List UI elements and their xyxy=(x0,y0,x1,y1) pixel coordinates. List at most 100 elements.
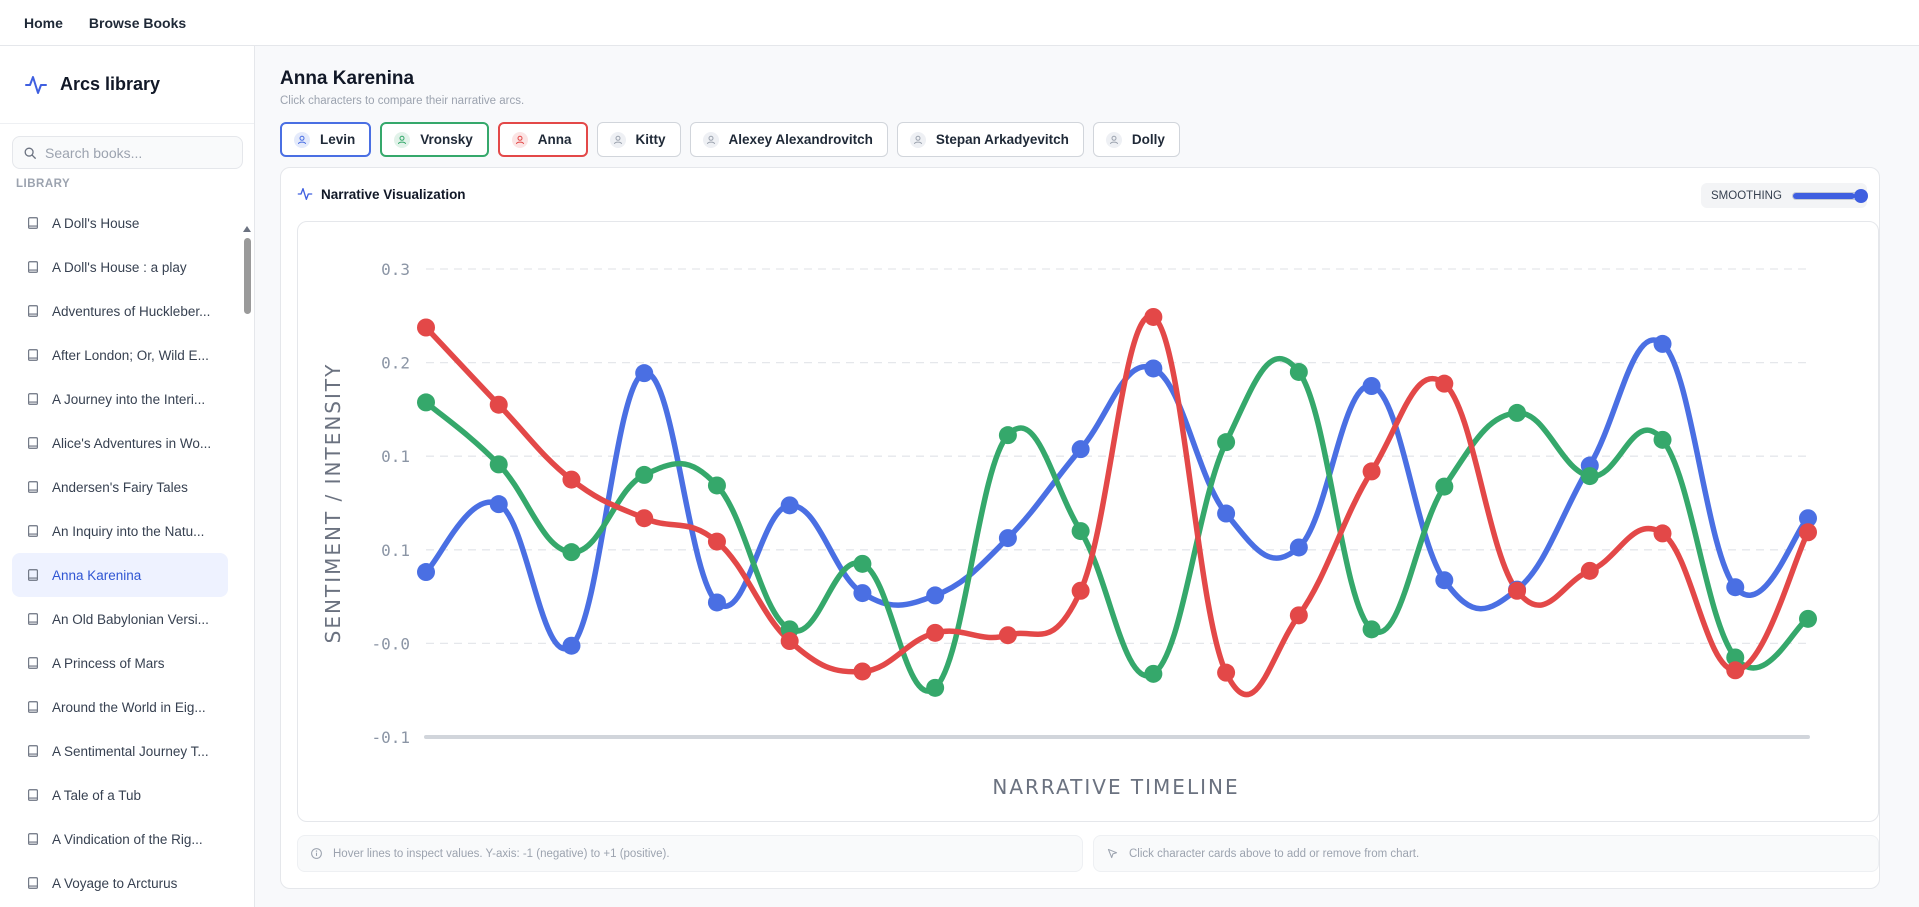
book-item[interactable]: An Old Babylonian Versi... xyxy=(12,597,228,641)
data-point-vronsky[interactable] xyxy=(1653,430,1672,449)
data-point-vronsky[interactable] xyxy=(1726,648,1745,667)
book-title: A Sentimental Journey T... xyxy=(52,743,209,759)
character-chip-anna[interactable]: Anna xyxy=(497,122,588,157)
data-point-anna[interactable] xyxy=(707,532,726,551)
character-chip-kitty[interactable]: Kitty xyxy=(596,122,681,157)
nav-home-link[interactable]: Home xyxy=(24,14,63,31)
scroll-thumb[interactable] xyxy=(244,238,251,314)
data-point-anna[interactable] xyxy=(635,509,654,528)
book-item[interactable]: Alice's Adventures in Wo... xyxy=(12,421,228,465)
character-chip-stepan-arkadyevitch[interactable]: Stepan Arkadyevitch xyxy=(896,122,1084,157)
data-point-vronsky[interactable] xyxy=(1289,362,1308,381)
smoothing-slider-fill xyxy=(1792,192,1856,199)
book-item[interactable]: A Vindication of the Rig... xyxy=(12,817,228,861)
data-point-vronsky[interactable] xyxy=(998,426,1017,445)
data-point-levin[interactable] xyxy=(635,364,654,383)
data-point-anna[interactable] xyxy=(1435,374,1454,393)
data-point-levin[interactable] xyxy=(1362,377,1381,395)
data-point-vronsky[interactable] xyxy=(417,393,435,412)
data-point-anna[interactable] xyxy=(926,623,945,642)
data-point-levin[interactable] xyxy=(1217,504,1236,523)
data-point-anna[interactable] xyxy=(1726,661,1745,680)
book-title: After London; Or, Wild E... xyxy=(52,347,209,363)
scroll-up-arrow[interactable] xyxy=(243,226,251,232)
data-point-anna[interactable] xyxy=(853,662,872,681)
character-chip-dolly[interactable]: Dolly xyxy=(1092,122,1180,157)
data-point-levin[interactable] xyxy=(707,593,726,612)
character-chip-vronsky[interactable]: Vronsky xyxy=(380,122,489,157)
data-point-vronsky[interactable] xyxy=(707,476,726,495)
data-point-anna[interactable] xyxy=(1799,523,1817,542)
data-point-vronsky[interactable] xyxy=(1362,620,1381,639)
data-point-vronsky[interactable] xyxy=(1071,522,1090,541)
book-item[interactable]: A Doll's House xyxy=(12,201,228,245)
character-chip-alexey-alexandrovitch[interactable]: Alexey Alexandrovitch xyxy=(689,122,888,157)
data-point-anna[interactable] xyxy=(1144,307,1163,326)
book-icon xyxy=(28,393,38,405)
data-point-levin[interactable] xyxy=(489,495,508,514)
data-point-vronsky[interactable] xyxy=(635,465,654,484)
data-point-anna[interactable] xyxy=(1217,663,1236,682)
data-point-anna[interactable] xyxy=(562,470,581,489)
smoothing-slider-knob[interactable] xyxy=(1853,188,1868,203)
data-point-anna[interactable] xyxy=(1580,561,1599,580)
data-point-vronsky[interactable] xyxy=(1508,403,1527,422)
brand[interactable]: Arcs library xyxy=(0,46,254,124)
data-point-vronsky[interactable] xyxy=(562,543,581,562)
data-point-levin[interactable] xyxy=(1071,440,1090,459)
data-point-levin[interactable] xyxy=(562,636,581,655)
smoothing-slider[interactable] xyxy=(1791,188,1868,203)
data-point-vronsky[interactable] xyxy=(1799,609,1817,628)
data-point-vronsky[interactable] xyxy=(1144,664,1163,683)
book-item[interactable]: Adventures of Huckleber... xyxy=(12,289,228,333)
book-item[interactable]: Around the World in Eig... xyxy=(12,685,228,729)
series-line-anna[interactable] xyxy=(423,313,1811,698)
library-section-label: LIBRARY xyxy=(16,178,71,190)
data-point-anna[interactable] xyxy=(1071,581,1090,600)
sidebar-scrollbar[interactable] xyxy=(242,222,252,907)
data-point-vronsky[interactable] xyxy=(1217,433,1236,452)
data-point-levin[interactable] xyxy=(1726,578,1745,597)
data-point-levin[interactable] xyxy=(998,529,1017,548)
book-item[interactable]: After London; Or, Wild E... xyxy=(12,333,228,377)
data-point-anna[interactable] xyxy=(417,318,435,337)
data-point-anna[interactable] xyxy=(1362,462,1381,481)
data-point-levin[interactable] xyxy=(780,496,799,515)
data-point-anna[interactable] xyxy=(1508,581,1527,600)
book-item[interactable]: A Journey into the Interi... xyxy=(12,377,228,421)
book-item[interactable]: A Doll's House : a play xyxy=(12,245,228,289)
book-title: Around the World in Eig... xyxy=(52,699,206,715)
data-point-levin[interactable] xyxy=(1144,359,1163,378)
book-item[interactable]: An Inquiry into the Natu... xyxy=(12,509,228,553)
data-point-levin[interactable] xyxy=(1653,334,1672,353)
search-input[interactable] xyxy=(45,144,235,161)
data-point-vronsky[interactable] xyxy=(489,455,508,474)
click-hint: Click character cards above to add or re… xyxy=(1093,835,1879,872)
data-point-anna[interactable] xyxy=(1289,606,1308,625)
data-point-anna[interactable] xyxy=(998,626,1017,645)
data-point-levin[interactable] xyxy=(1799,509,1817,528)
book-item[interactable]: A Voyage to Arcturus xyxy=(12,861,228,905)
data-point-anna[interactable] xyxy=(780,632,799,651)
data-point-levin[interactable] xyxy=(926,586,945,605)
book-item[interactable]: Andersen's Fairy Tales xyxy=(12,465,228,509)
data-point-levin[interactable] xyxy=(1435,571,1454,590)
series-line-vronsky[interactable] xyxy=(423,355,1811,694)
data-point-levin[interactable] xyxy=(417,563,435,582)
nav-browse-link[interactable]: Browse Books xyxy=(88,14,187,31)
data-point-levin[interactable] xyxy=(1289,538,1308,557)
data-point-vronsky[interactable] xyxy=(1580,467,1599,486)
data-point-levin[interactable] xyxy=(853,584,872,603)
character-chip-levin[interactable]: Levin xyxy=(280,122,372,157)
data-point-vronsky[interactable] xyxy=(926,678,945,697)
book-item[interactable]: A Sentimental Journey T... xyxy=(12,729,228,773)
data-point-anna[interactable] xyxy=(489,395,508,414)
series-line-levin[interactable] xyxy=(423,337,1811,652)
data-point-vronsky[interactable] xyxy=(1435,477,1454,496)
book-item[interactable]: A Princess of Mars xyxy=(12,641,228,685)
data-point-anna[interactable] xyxy=(1653,524,1672,543)
book-item[interactable]: Anna Karenina xyxy=(12,553,228,597)
data-point-vronsky[interactable] xyxy=(853,554,872,573)
book-item[interactable]: A Tale of a Tub xyxy=(12,773,228,817)
